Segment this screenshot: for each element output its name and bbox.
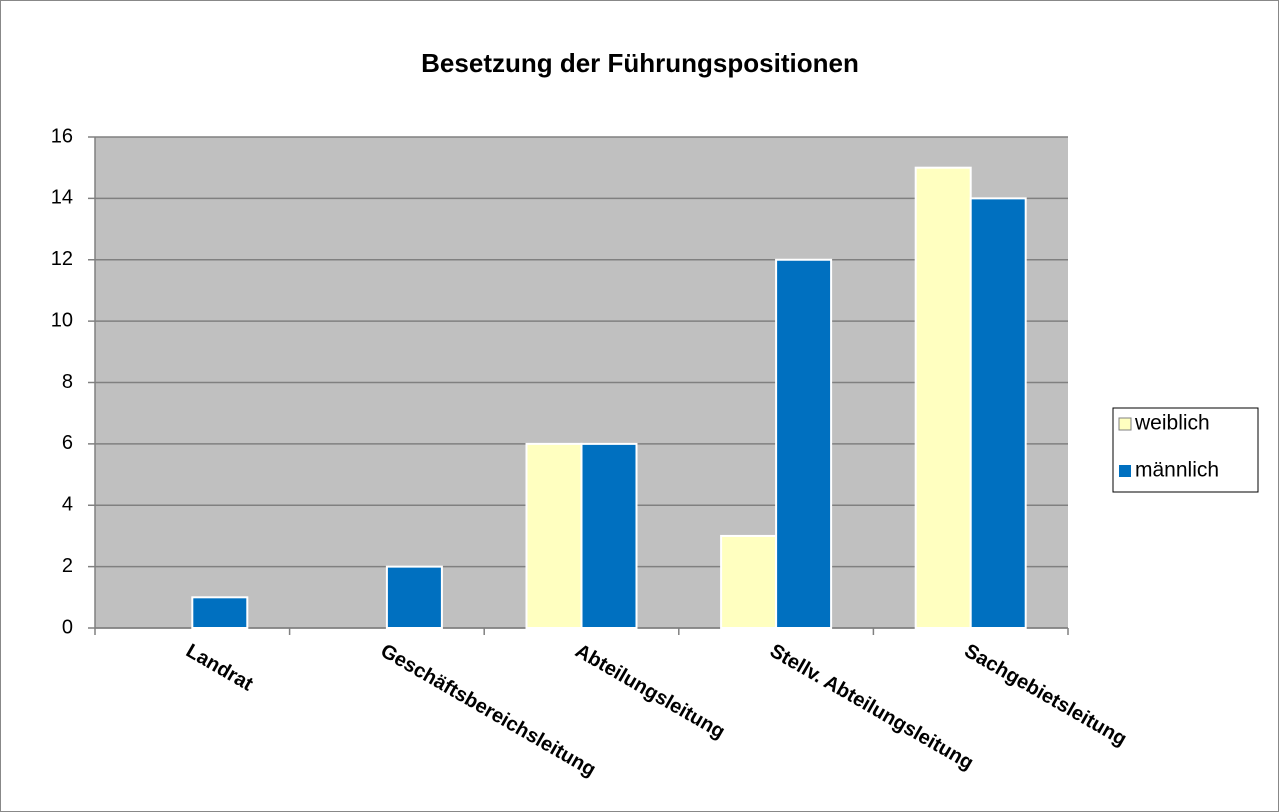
y-tick-label: 16 <box>51 125 73 147</box>
bar <box>720 534 778 629</box>
y-tick-label: 2 <box>62 555 73 577</box>
y-tick-label: 0 <box>62 616 73 638</box>
y-tick-label: 10 <box>51 309 73 331</box>
chart-title: Besetzung der Führungspositionen <box>421 48 859 78</box>
legend-label: männlich <box>1135 459 1219 482</box>
y-tick-label: 12 <box>51 248 73 270</box>
bar <box>914 166 972 629</box>
legend-label: weiblich <box>1134 412 1210 435</box>
y-tick-label: 6 <box>62 432 73 454</box>
bar <box>969 197 1027 629</box>
y-tick-label: 8 <box>62 371 73 393</box>
bar <box>191 596 249 629</box>
y-tick-label: 4 <box>62 494 73 516</box>
legend-swatch <box>1118 417 1132 431</box>
y-tick-label: 14 <box>51 187 73 209</box>
bar <box>525 442 583 629</box>
bar <box>775 258 833 629</box>
bar <box>385 565 443 629</box>
bar <box>580 442 638 629</box>
legend <box>1112 407 1259 493</box>
legend-swatch <box>1119 465 1131 477</box>
